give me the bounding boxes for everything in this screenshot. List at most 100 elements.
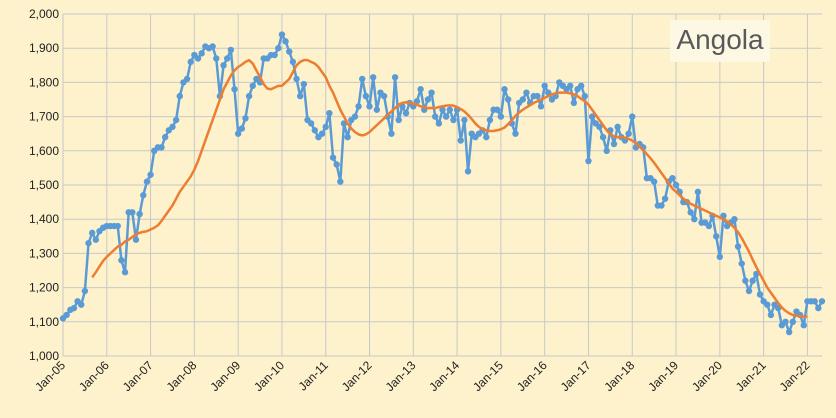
- monthly-data-point: [800, 322, 807, 329]
- monthly-data-point: [661, 195, 669, 202]
- y-axis-tick-labels: 1,000 1,100 1,200 1,300 1,400 1,500 1,600 1,700…: [29, 7, 59, 363]
- monthly-data-point: [136, 210, 143, 218]
- monthly-data-point: [581, 92, 589, 100]
- monthly-data-point: [311, 127, 318, 134]
- monthly-data-point: [380, 92, 388, 100]
- y-tick-label: 1,100: [29, 315, 59, 329]
- monthly-data-point: [85, 239, 92, 247]
- monthly-data-point: [402, 109, 410, 117]
- monthly-data-point: [118, 257, 125, 264]
- monthly-data-point: [596, 123, 603, 131]
- monthly-data-point: [278, 31, 286, 38]
- monthly-data-point: [461, 116, 468, 124]
- monthly-data-point: [585, 157, 592, 165]
- monthly-data-point: [577, 82, 585, 90]
- monthly-data-point: [742, 277, 749, 284]
- monthly-data-point: [388, 130, 395, 137]
- monthly-data-point: [610, 140, 618, 148]
- chart-title-box: Angola: [670, 20, 770, 62]
- monthly-data-point: [132, 236, 140, 243]
- monthly-data-point: [395, 116, 402, 124]
- monthly-data-point: [625, 130, 632, 137]
- monthly-data-point: [333, 161, 340, 168]
- monthly-data-point: [497, 113, 505, 120]
- monthly-data-point: [129, 209, 136, 216]
- monthly-data-point: [245, 92, 253, 100]
- y-tick-label: 1,700: [29, 110, 59, 124]
- monthly-data-point: [818, 298, 826, 305]
- monthly-data-point: [811, 298, 818, 305]
- monthly-data-point: [494, 106, 501, 113]
- monthly-data-point: [534, 92, 541, 100]
- monthly-data-point: [194, 55, 202, 62]
- monthly-data-point: [63, 311, 70, 319]
- monthly-data-point: [238, 125, 246, 132]
- y-tick-label: 1,900: [29, 41, 59, 55]
- monthly-data-point: [88, 229, 96, 237]
- monthly-data-point: [198, 50, 205, 57]
- monthly-data-point: [712, 233, 720, 240]
- average-series-line: [91, 58, 808, 318]
- monthly-data-point: [231, 86, 238, 93]
- monthly-data-point: [450, 116, 457, 124]
- monthly-data-point: [669, 174, 676, 182]
- monthly-data-point: [271, 51, 278, 59]
- monthly-data-point: [234, 130, 242, 137]
- monthly-data-point: [224, 55, 231, 62]
- monthly-data-point: [158, 144, 165, 151]
- monthly-data-point: [519, 96, 526, 103]
- monthly-data-point: [355, 103, 362, 110]
- monthly-data-point: [81, 287, 89, 295]
- monthly-data-point: [512, 130, 519, 137]
- monthly-data-point: [446, 106, 453, 113]
- monthly-data-point: [366, 103, 373, 110]
- monthly-data-point: [344, 133, 351, 141]
- monthly-data-point: [687, 209, 694, 216]
- monthly-data-point: [705, 222, 713, 230]
- monthly-data-point: [326, 109, 333, 117]
- monthly-data-point: [567, 82, 574, 90]
- monthly-data-point: [351, 113, 359, 120]
- monthly-data-point: [362, 92, 370, 100]
- monthly-data-point: [169, 123, 176, 131]
- monthly-data-point: [483, 133, 490, 141]
- monthly-data-point: [782, 318, 789, 325]
- monthly-data-point: [541, 82, 548, 90]
- monthly-data-point: [172, 116, 180, 124]
- monthly-data-point: [745, 287, 753, 295]
- monthly-data-point: [486, 116, 494, 124]
- monthly-data-point: [588, 113, 596, 120]
- title-background: [670, 20, 770, 62]
- monthly-data-point: [70, 304, 78, 312]
- monthly-data-point: [337, 178, 344, 185]
- monthly-data-point: [373, 106, 381, 113]
- y-tick-label: 2,000: [29, 7, 59, 21]
- monthly-data-point: [694, 188, 702, 196]
- monthly-data-point: [501, 86, 508, 93]
- monthly-data-point: [318, 130, 326, 137]
- monthly-data-point: [537, 103, 545, 110]
- monthly-data-point: [424, 96, 432, 103]
- monthly-data-point: [286, 48, 293, 55]
- monthly-data-point: [764, 301, 771, 308]
- monthly-data-point: [183, 75, 191, 83]
- monthly-data-point: [749, 277, 756, 284]
- monthly-data-point: [322, 123, 329, 131]
- monthly-data-point: [249, 82, 256, 90]
- monthly-data-point: [457, 137, 464, 144]
- monthly-data-point: [428, 89, 435, 96]
- monthly-data-point: [785, 328, 793, 336]
- monthly-data-point: [289, 58, 297, 66]
- monthly-production-series: [59, 31, 826, 336]
- monthly-data-point: [187, 58, 194, 66]
- monthly-data-point: [227, 46, 235, 54]
- monthly-data-point: [734, 243, 742, 250]
- monthly-data-point: [439, 106, 446, 113]
- monthly-data-point: [161, 133, 169, 141]
- monthly-data-point: [658, 202, 665, 209]
- monthly-data-point: [275, 45, 282, 52]
- monthly-data-point: [242, 115, 249, 122]
- monthly-data-point: [209, 43, 216, 50]
- monthly-data-point: [716, 253, 724, 261]
